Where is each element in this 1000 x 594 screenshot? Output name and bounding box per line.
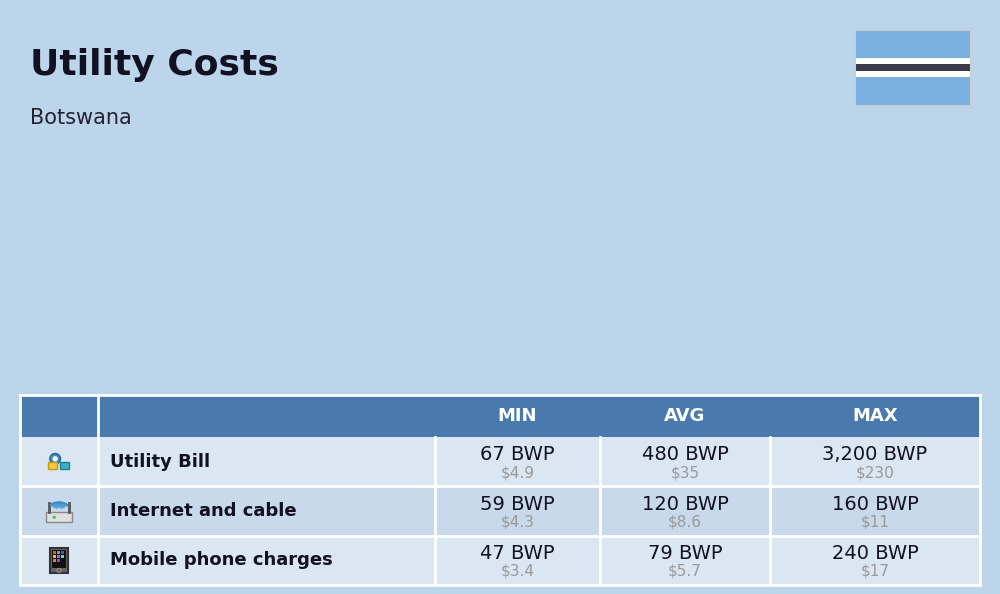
Bar — [61, 555, 64, 558]
Text: Mobile phone charges: Mobile phone charges — [110, 551, 333, 569]
Text: $8.6: $8.6 — [668, 514, 702, 529]
Text: MIN: MIN — [498, 407, 537, 425]
Bar — [20, 437, 98, 486]
Bar — [855, 77, 970, 105]
Bar — [50, 548, 68, 573]
Bar — [855, 30, 970, 58]
Bar — [20, 395, 980, 437]
Bar — [20, 486, 98, 536]
Bar — [98, 536, 980, 585]
Bar — [98, 437, 980, 486]
Text: Utility Costs: Utility Costs — [30, 48, 279, 82]
Text: 3,200 BWP: 3,200 BWP — [822, 445, 928, 464]
Bar — [98, 486, 980, 536]
Bar — [53, 555, 56, 558]
Text: $3.4: $3.4 — [501, 564, 534, 579]
Circle shape — [57, 568, 61, 573]
Text: $11: $11 — [860, 514, 890, 529]
Text: $4.3: $4.3 — [501, 514, 534, 529]
Text: 480 BWP: 480 BWP — [642, 445, 728, 464]
Text: 47 BWP: 47 BWP — [480, 544, 555, 563]
Text: $5.7: $5.7 — [668, 564, 702, 579]
Bar — [53, 551, 56, 554]
Text: $230: $230 — [856, 465, 894, 480]
Bar — [855, 58, 970, 64]
Circle shape — [52, 456, 58, 462]
Text: 67 BWP: 67 BWP — [480, 445, 555, 464]
Bar — [60, 462, 69, 469]
Text: 79 BWP: 79 BWP — [648, 544, 722, 563]
Bar — [52, 550, 66, 567]
Text: $35: $35 — [670, 465, 700, 480]
Bar — [57, 555, 60, 558]
Bar — [20, 536, 98, 585]
Text: $4.9: $4.9 — [501, 465, 534, 480]
Text: 160 BWP: 160 BWP — [832, 494, 918, 513]
Text: Internet and cable: Internet and cable — [110, 502, 297, 520]
Bar — [53, 559, 56, 562]
Circle shape — [50, 453, 60, 464]
Text: 59 BWP: 59 BWP — [480, 494, 555, 513]
Text: Botswana: Botswana — [30, 108, 132, 128]
Bar — [855, 30, 970, 105]
Text: 240 BWP: 240 BWP — [832, 544, 918, 563]
Circle shape — [53, 516, 56, 519]
Text: MAX: MAX — [852, 407, 898, 425]
Bar — [57, 559, 60, 562]
Bar — [46, 512, 72, 522]
Text: AVG: AVG — [664, 407, 706, 425]
Bar — [48, 462, 57, 469]
Bar — [855, 64, 970, 71]
Bar — [855, 71, 970, 77]
Bar — [57, 551, 60, 554]
Bar — [61, 551, 64, 554]
Text: $17: $17 — [860, 564, 890, 579]
Text: 120 BWP: 120 BWP — [642, 494, 728, 513]
Text: Utility Bill: Utility Bill — [110, 453, 210, 470]
